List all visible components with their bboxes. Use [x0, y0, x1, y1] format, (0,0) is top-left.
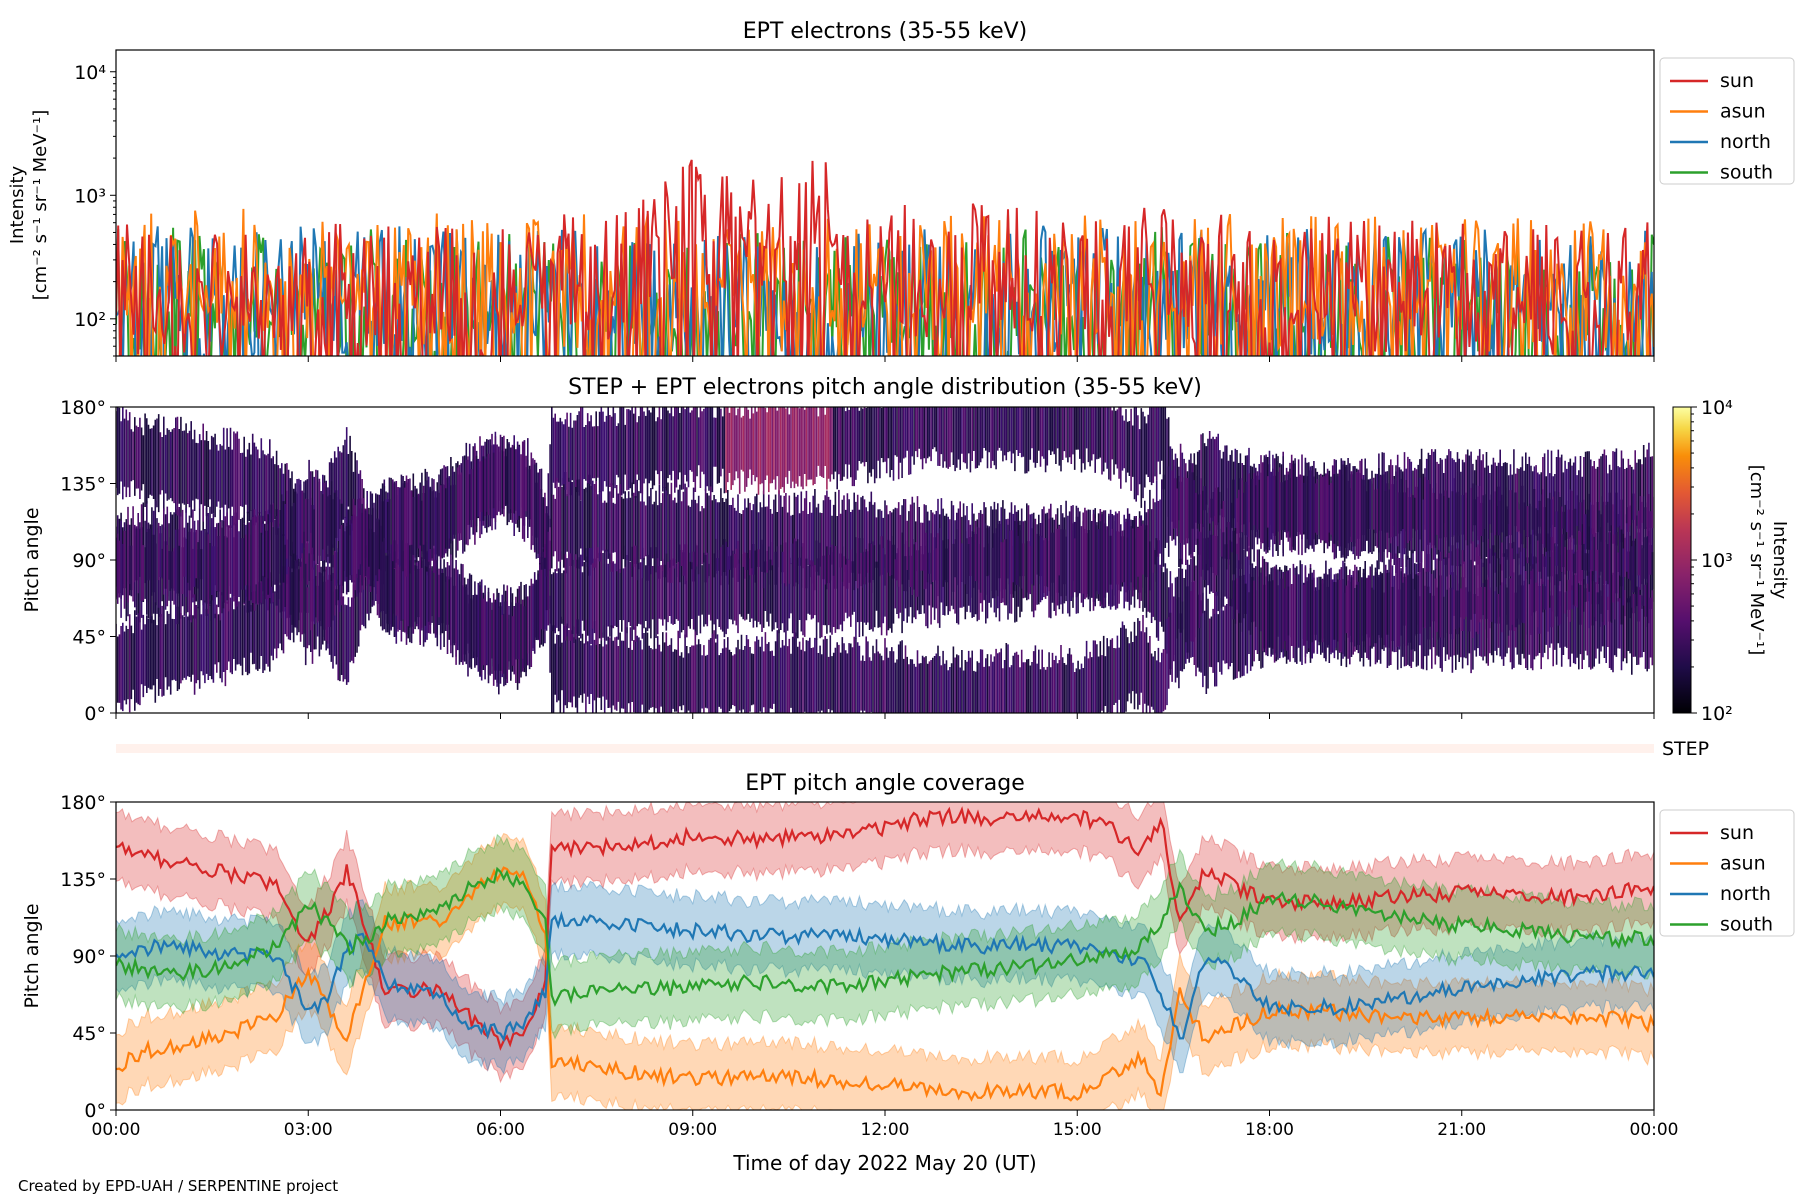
y-tick-label: 180°	[60, 397, 106, 419]
legend-label-asun: asun	[1720, 101, 1766, 123]
panel-title: STEP + EPT electrons pitch angle distrib…	[568, 375, 1202, 400]
y-axis-label: Pitch angle	[21, 903, 43, 1008]
colorbar	[1672, 406, 1692, 714]
pad-intensity-stripes	[733, 407, 833, 495]
panel-title: EPT pitch angle coverage	[745, 771, 1025, 796]
y-tick-label: 10²	[74, 309, 106, 331]
legend-box	[1659, 809, 1795, 937]
y-tick-label: 135°	[60, 474, 106, 496]
y-tick-label: 0°	[84, 703, 106, 725]
series-line-sun	[116, 806, 1654, 1051]
panel-title: EPT electrons (35-55 keV)	[743, 19, 1028, 44]
series-band-north	[116, 878, 1654, 1075]
legend-label-asun: asun	[1720, 853, 1766, 875]
x-tick-label: 18:00	[1245, 1120, 1294, 1140]
y-tick-label: 10³	[74, 185, 106, 207]
pitch-angle-distribution-panel: STEP + EPT electrons pitch angle distrib…	[21, 375, 1790, 760]
series-line-south	[116, 866, 1654, 1007]
series-band-south	[116, 833, 1654, 1040]
y-axis-label: Pitch angle	[21, 507, 43, 612]
y-axis-label-unit: [cm⁻² s⁻¹ sr⁻¹ MeV⁻¹]	[30, 110, 51, 301]
colorbar-tick-label: 10²	[1701, 703, 1733, 725]
x-tick-label: 12:00	[861, 1120, 910, 1140]
y-tick-label: 90°	[72, 946, 106, 968]
series-line-asun	[116, 866, 1654, 1102]
intensity-panel: EPT electrons (35-55 keV) 10² 10³ 10⁴ Intens…	[7, 19, 1795, 362]
pad-intensity-stripes	[725, 407, 830, 495]
x-axis-label: Time of day 2022 May 20 (UT)	[732, 1151, 1036, 1175]
colorbar-tick-label: 10³	[1701, 550, 1733, 572]
y-tick-label: 90°	[72, 550, 106, 572]
colorbar-label: Intensity	[1769, 521, 1790, 600]
credit-footer: Created by EPD-UAH / SERPENTINE project	[18, 1177, 339, 1195]
y-tick-label: 45°	[72, 627, 106, 649]
series-line-north	[116, 910, 1654, 1043]
y-axis-label: Intensity	[7, 165, 28, 244]
pad-intensity-stripes	[727, 407, 825, 494]
pad-intensity-stripes	[123, 407, 1647, 713]
y-tick-label: 10⁴	[74, 62, 106, 84]
legend-label-south: south	[1720, 162, 1773, 184]
series-band-asun	[116, 832, 1654, 1110]
y-tick-label: 180°	[60, 792, 106, 814]
colorbar-label-unit: [cm⁻² s⁻¹ sr⁻¹ MeV⁻¹]	[1746, 465, 1767, 656]
step-label: STEP	[1662, 738, 1709, 760]
x-tick-label: 15:00	[1053, 1120, 1102, 1140]
series-band-sun	[116, 802, 1654, 1084]
x-tick-label: 03:00	[284, 1120, 333, 1140]
legend-label-north: north	[1720, 131, 1771, 153]
y-tick-label: 135°	[60, 869, 106, 891]
legend-label-sun: sun	[1720, 70, 1754, 92]
x-tick-label: 00:00	[92, 1120, 141, 1140]
colorbar-tick-label: 10⁴	[1701, 397, 1733, 419]
x-tick-label: 09:00	[668, 1120, 717, 1140]
legend-label-north: north	[1720, 883, 1771, 905]
legend-label-south: south	[1720, 914, 1773, 936]
pitch-angle-coverage-panel: EPT pitch angle coverage 0° 45° 90° 135° 180°…	[21, 771, 1795, 1175]
pad-intensity-stripes	[118, 407, 1654, 713]
series-line-sun	[116, 159, 1652, 356]
x-tick-label: 21:00	[1437, 1120, 1486, 1140]
y-tick-label: 0°	[84, 1100, 106, 1122]
legend-label-sun: sun	[1720, 822, 1754, 844]
x-tick-label: 06:00	[476, 1120, 525, 1140]
step-strip	[116, 744, 1654, 753]
x-tick-label: 00:00	[1630, 1120, 1679, 1140]
y-tick-label: 45°	[72, 1023, 106, 1045]
legend-box	[1659, 57, 1795, 185]
